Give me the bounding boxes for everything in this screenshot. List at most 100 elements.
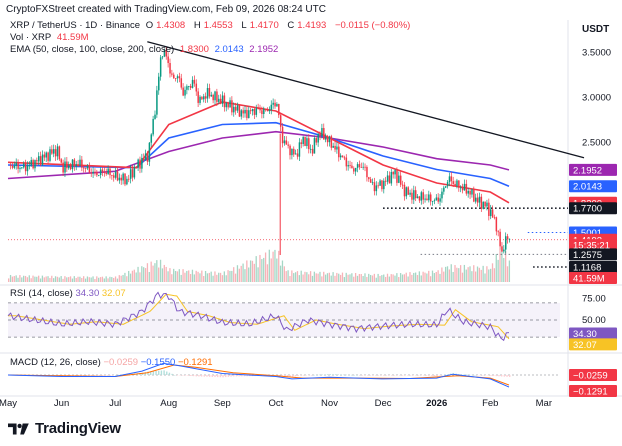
candle-body [180,78,183,88]
macd-hist-bar [107,375,109,376]
volume-bar [418,271,421,282]
macd-hist-bar [476,375,479,376]
volume-bar [167,271,169,282]
volume-bar [495,254,497,282]
macd-hist-bar [233,375,235,377]
macd-legend[interactable]: MACD (12, 26, close) −0.0259 −0.1550 −0.… [10,357,213,368]
volume-bar [214,271,216,282]
candle-body [195,83,198,92]
candle-body [263,108,265,115]
candle-body [49,149,51,161]
volume-bar [221,275,224,282]
candle-body [251,109,254,112]
candle-body [276,103,278,107]
candle-body [92,171,94,174]
volume-bar [486,266,488,282]
candle-body [30,160,33,166]
macd-hist-bar [471,374,473,376]
candle-body [43,154,46,158]
symbol-title[interactable]: XRP / TetherUS · 1D · Binance [10,20,141,31]
candle-body [174,78,177,79]
volume-bar [422,271,424,282]
macd-hist-bar [85,375,88,376]
macd-hist-bar [69,375,72,376]
candle-body [433,200,436,202]
macd-hist-bar [310,375,313,376]
volume-bar [375,277,377,282]
price-badge: 41.59M [573,274,605,285]
candle-body [133,167,136,178]
price-axis-label: 3.5000 [582,48,611,59]
candle-body [463,183,466,191]
volume-bar [283,266,285,282]
macd-hist-bar [420,375,422,376]
macd-label: MACD (12, 26, close) [10,357,101,368]
price-badge-bg [569,260,617,273]
candle-body [424,198,426,200]
candle-body [503,249,505,252]
macd-hist-bar [230,375,232,377]
volume-bar [450,264,452,282]
candle-body [79,159,81,166]
candle-body [285,140,288,145]
candle-body [13,165,16,168]
price-badge: 1.1168 [573,262,601,273]
macd-hist-bar [291,375,294,377]
candle-body [336,146,338,150]
candle-body [248,110,250,119]
candle-body [399,175,402,185]
price-badge-bg [569,202,617,215]
tradingview-logo[interactable]: TradingView [8,420,121,437]
macd-hist-bar [340,374,342,376]
candle-body [81,159,83,168]
candle-body [103,171,106,173]
volume-bar [191,269,194,282]
logo-text: TradingView [35,420,121,437]
volume-bar [373,273,376,282]
macd-hist-bar [487,375,489,376]
volume-bar [476,266,479,282]
candle-body [193,79,196,84]
volume-bar [326,273,329,282]
volume-bar [203,276,205,282]
volume-bar [414,272,417,282]
ema-legend[interactable]: EMA (50, close, 100, close, 200, close) … [10,44,281,55]
candle-body [90,172,93,174]
candle-body [293,148,295,155]
rsi-legend[interactable]: RSI (14, close) 34.30 32.07 [10,288,126,299]
candle-body [482,202,484,209]
macd-hist-bar [198,375,200,377]
macd-hist-bar [182,375,184,376]
macd-hist-bar [109,375,112,376]
volume-legend[interactable]: Vol · XRP 41.59M [10,32,92,43]
candle-body [143,157,145,160]
volume-bar [263,257,265,282]
candle-body [317,134,319,143]
volume-bar [118,275,120,282]
candle-body [242,110,244,114]
candle-body [141,157,143,169]
candle-body [323,128,325,140]
macd-hist-bar [281,375,283,377]
candle-body [257,108,259,110]
candle-body [144,153,147,160]
volume-bar [81,277,83,282]
candle-body [309,148,312,150]
volume-bar [253,263,255,282]
candle-body [441,191,443,199]
candle-body [71,159,74,170]
volume-bar [296,271,299,282]
candle-body [278,103,280,116]
candle-body [362,166,364,168]
volume-bar [120,275,122,282]
macd-hist-bar [350,374,353,376]
macd-hist-bar [326,374,329,375]
candle-body [189,86,192,88]
volume-bar [334,275,336,282]
volume-bar [276,258,278,282]
macd-hist-badge: −0.0259 [573,371,608,382]
volume-bar [171,274,173,282]
descending-trendline[interactable] [147,41,585,159]
